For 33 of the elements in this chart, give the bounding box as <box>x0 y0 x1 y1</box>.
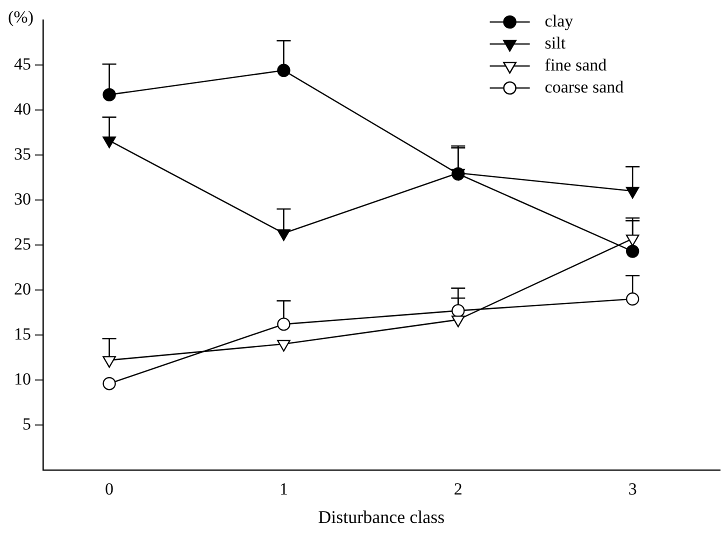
point <box>626 244 640 258</box>
x-tick-label: 0 <box>105 480 114 499</box>
point <box>102 136 116 148</box>
point <box>626 186 640 199</box>
y-axis-title: (%) <box>8 7 34 26</box>
point <box>451 316 465 328</box>
legend-label: fine sand <box>544 55 608 74</box>
x-tick-label: 1 <box>279 480 288 499</box>
x-tick-label: 2 <box>454 480 462 499</box>
point <box>452 304 465 318</box>
y-tick-label: 10 <box>14 369 31 388</box>
point <box>102 377 116 390</box>
x-tick-label: 3 <box>628 480 637 499</box>
point <box>102 88 116 102</box>
point <box>102 356 116 368</box>
y-tick-label: 5 <box>22 414 31 434</box>
y-tick-label: 40 <box>14 99 31 118</box>
point <box>626 292 640 306</box>
point <box>277 64 290 77</box>
y-tick-label: 45 <box>14 54 31 74</box>
y-tick-label: 30 <box>14 189 31 208</box>
y-tick-label: 15 <box>14 324 31 344</box>
point <box>277 229 290 241</box>
x-axis-title: Disturbance class <box>318 506 445 527</box>
point <box>626 234 640 246</box>
y-tick-label: 20 <box>14 279 31 298</box>
y-tick-label: 25 <box>14 234 31 254</box>
y-tick-label: 35 <box>14 144 31 164</box>
point <box>277 318 290 331</box>
legend-label: coarse sand <box>544 77 624 96</box>
point <box>277 340 290 352</box>
legend-label: silt <box>544 33 566 52</box>
legend-label: clay <box>544 11 574 30</box>
